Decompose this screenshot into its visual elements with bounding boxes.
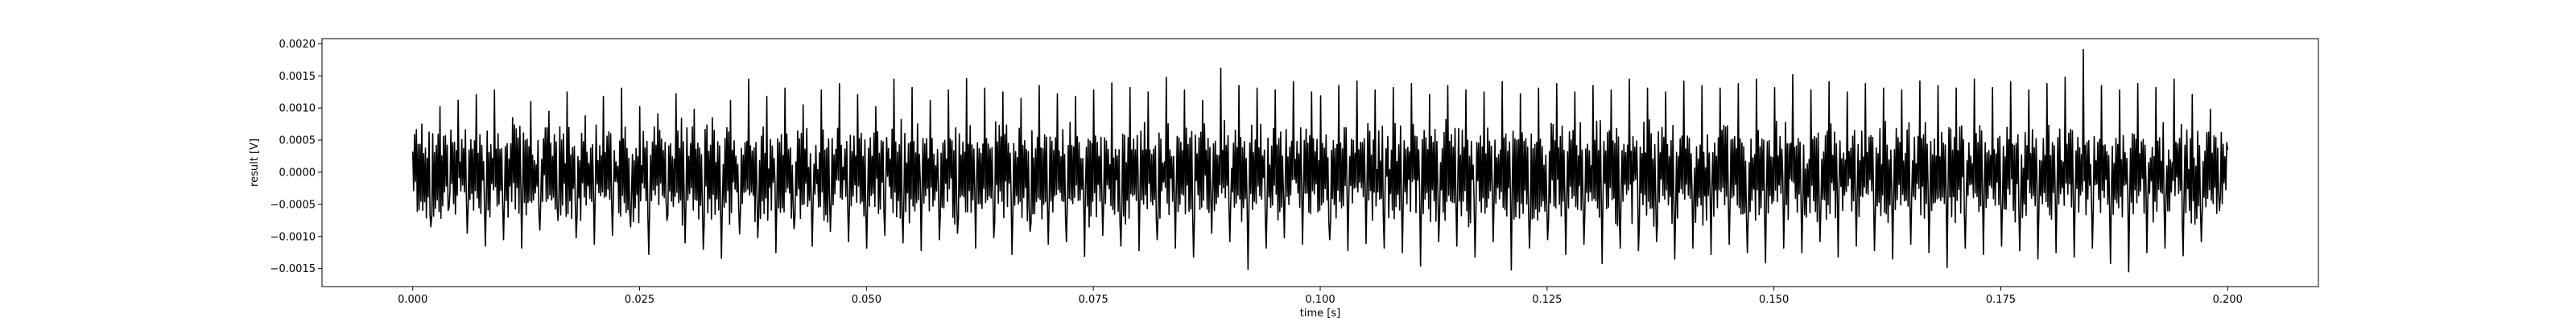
y-tick-label: −0.0005 xyxy=(270,199,316,211)
x-tick-label: 0.125 xyxy=(1532,294,1562,306)
x-tick-label: 0.200 xyxy=(2213,294,2243,306)
y-tick-label: −0.0010 xyxy=(270,231,316,243)
series-line-0 xyxy=(411,48,2229,273)
y-axis-label: result [V] xyxy=(249,138,261,187)
x-tick-label: 0.025 xyxy=(625,294,654,306)
y-axis: −0.0015 −0.0010 −0.0005 0.0000 0.0005 0.0010 0… xyxy=(270,39,322,275)
y-tick-label: 0.0020 xyxy=(279,39,316,51)
series-layer xyxy=(411,48,2229,273)
y-tick-label: 0.0015 xyxy=(279,71,316,83)
x-tick-label: 0.075 xyxy=(1079,294,1108,306)
x-tick-label: 0.150 xyxy=(1759,294,1789,306)
x-tick-label: 0.000 xyxy=(398,294,427,306)
y-tick-label: 0.0005 xyxy=(279,135,316,147)
x-tick-label: 0.175 xyxy=(1986,294,2016,306)
x-axis-label: time [s] xyxy=(1300,308,1340,320)
y-tick-label: 0.0010 xyxy=(279,103,316,115)
x-tick-label: 0.050 xyxy=(852,294,881,306)
x-tick-label: 0.100 xyxy=(1305,294,1335,306)
y-tick-label: 0.0000 xyxy=(279,167,316,179)
x-axis: 0.000 0.025 0.050 0.075 0.100 0.125 0.150 0.175… xyxy=(398,287,2243,306)
y-tick-label: −0.0015 xyxy=(270,263,316,275)
